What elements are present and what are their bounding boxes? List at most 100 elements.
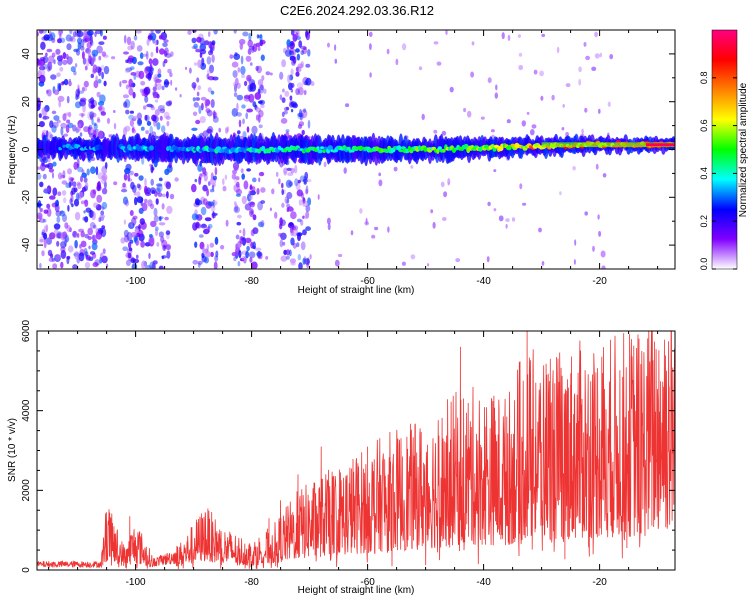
- noise-blob: [214, 255, 219, 262]
- noise-blob: [210, 99, 215, 108]
- noise-blob: [145, 50, 149, 60]
- spectrogram-x-label: Height of straight line (km): [298, 285, 415, 296]
- spectrogram-x-tick-label: -60: [360, 276, 375, 287]
- noise-blob: [214, 236, 219, 245]
- noise-blob: [90, 166, 96, 174]
- noise-blob: [139, 218, 145, 225]
- noise-blob: [60, 261, 64, 269]
- noise-speckle: [350, 230, 354, 236]
- noise-blob: [86, 168, 90, 176]
- noise-speckle: [501, 32, 505, 40]
- noise-blob: [234, 77, 239, 86]
- noise-blob: [158, 177, 163, 182]
- noise-blob: [279, 71, 284, 80]
- noise-blob: [88, 100, 95, 110]
- noise-blob: [37, 212, 43, 220]
- noise-blob: [41, 158, 45, 167]
- noise-blob: [215, 250, 219, 258]
- noise-speckle: [594, 53, 600, 59]
- noise-speckle: [130, 221, 133, 228]
- noise-speckle: [263, 88, 267, 94]
- noise-blob: [286, 203, 291, 209]
- noise-blob: [285, 49, 292, 57]
- noise-speckle: [274, 211, 278, 219]
- spectrogram-ridge: [37, 131, 675, 167]
- noise-blob: [257, 79, 264, 86]
- noise-blob: [98, 41, 105, 45]
- noise-blob: [305, 77, 312, 86]
- noise-blob: [127, 242, 132, 249]
- noise-speckle: [74, 63, 78, 68]
- noise-blob: [198, 176, 202, 185]
- noise-speckle: [436, 61, 442, 66]
- noise-speckle: [495, 84, 498, 91]
- noise-blob: [99, 214, 105, 219]
- noise-blob: [87, 227, 93, 236]
- noise-blob: [290, 237, 295, 246]
- colorbar-tick-label: 0.4: [699, 167, 709, 180]
- noise-blob: [233, 53, 241, 60]
- noise-blob: [233, 81, 236, 87]
- noise-blob: [78, 191, 84, 199]
- noise-blob: [300, 241, 306, 251]
- noise-speckle: [113, 122, 117, 130]
- noise-blob: [242, 31, 249, 37]
- noise-blob: [132, 56, 137, 65]
- noise-speckle: [539, 70, 544, 77]
- noise-blob: [63, 133, 69, 137]
- noise-speckle: [584, 211, 588, 216]
- noise-blob: [211, 40, 216, 46]
- noise-blob: [156, 183, 163, 193]
- noise-blob: [207, 201, 215, 207]
- noise-blob: [245, 237, 252, 243]
- noise-blob: [257, 201, 263, 211]
- noise-blob: [287, 172, 294, 177]
- noise-blob: [196, 77, 200, 83]
- noise-speckle: [334, 58, 338, 64]
- noise-blob: [98, 55, 102, 61]
- noise-blob: [195, 221, 200, 228]
- noise-speckle: [229, 54, 234, 59]
- noise-blob: [144, 114, 148, 121]
- noise-blob: [103, 180, 107, 189]
- noise-blob: [209, 64, 214, 74]
- noise-blob: [77, 90, 84, 94]
- noise-blob: [205, 251, 211, 258]
- noise-blob: [84, 233, 89, 239]
- noise-blob: [67, 122, 74, 129]
- noise-blob: [89, 251, 96, 255]
- noise-blob: [257, 221, 264, 227]
- noise-speckle: [518, 64, 524, 71]
- noise-speckle: [233, 166, 239, 172]
- noise-blob: [140, 126, 145, 131]
- noise-speckle: [327, 42, 330, 48]
- noise-blob: [43, 209, 49, 214]
- snr-y-label: SNR (10 * v/v): [7, 418, 18, 482]
- noise-blob: [60, 81, 65, 86]
- noise-blob: [231, 61, 239, 68]
- noise-blob: [122, 94, 130, 99]
- noise-speckle: [240, 168, 244, 174]
- noise-blob: [237, 214, 242, 219]
- noise-blob: [122, 246, 129, 251]
- noise-blob: [193, 101, 199, 108]
- noise-blob: [92, 262, 99, 268]
- noise-speckle: [76, 95, 80, 99]
- noise-blob: [191, 213, 198, 221]
- noise-blob: [231, 252, 238, 257]
- ridge-core: [149, 145, 154, 151]
- noise-blob: [138, 207, 144, 214]
- noise-blob: [256, 188, 260, 195]
- noise-speckle: [418, 66, 423, 71]
- noise-blob: [104, 162, 108, 169]
- noise-blob: [38, 65, 46, 71]
- noise-blob: [103, 80, 107, 87]
- noise-blob: [155, 46, 159, 54]
- noise-speckle: [92, 189, 97, 195]
- noise-speckle: [519, 183, 523, 190]
- noise-blob: [236, 82, 241, 89]
- noise-blob: [75, 88, 80, 98]
- noise-blob: [252, 177, 257, 183]
- noise-blob: [166, 205, 173, 214]
- noise-blob: [212, 110, 216, 120]
